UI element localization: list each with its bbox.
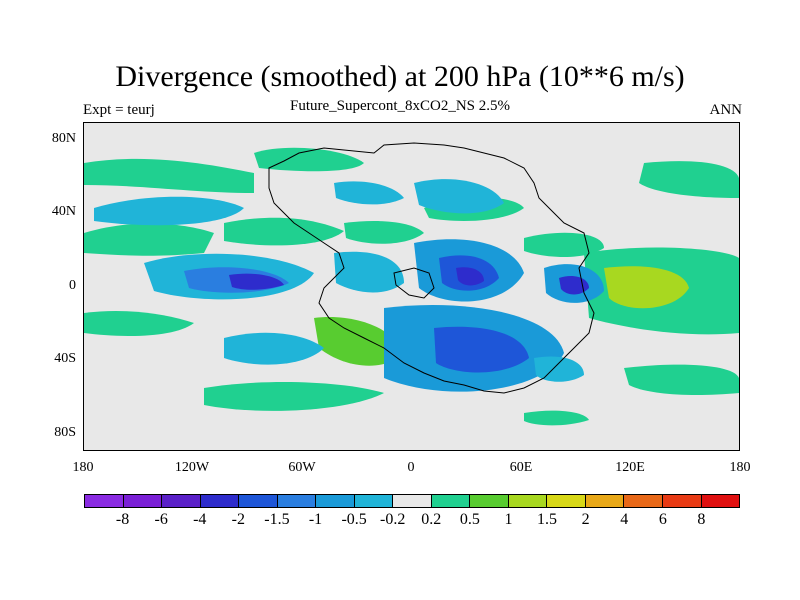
negative-region <box>224 332 324 365</box>
color-bar-swatch <box>431 495 471 507</box>
lat-tick-label: 0 <box>69 278 76 293</box>
color-bar-label: -0.2 <box>380 511 406 528</box>
lon-tick-label: 0 <box>407 460 415 475</box>
color-bar-label: 0.2 <box>421 511 442 528</box>
run-label: Future_Supercont_8xCO2_NS 2.5% <box>290 98 510 114</box>
continent-outline <box>268 142 595 394</box>
lon-tick-label: 120E <box>615 460 645 475</box>
color-bar-swatch <box>316 495 355 507</box>
color-bar-swatch <box>162 495 201 507</box>
divergence-map <box>84 142 739 426</box>
lon-tick-label: 180 <box>729 460 751 475</box>
positive-region <box>524 232 604 257</box>
color-bar-swatch <box>85 495 124 507</box>
positive-region <box>204 381 384 411</box>
color-bar-label: -6 <box>154 511 168 528</box>
negative-region <box>434 326 529 373</box>
color-bar-swatch <box>624 495 663 507</box>
color-bar-swatch <box>662 495 702 507</box>
positive-region <box>624 364 739 396</box>
color-bar-swatch <box>200 495 240 507</box>
positive-region <box>314 317 404 366</box>
color-bar-swatch <box>470 495 509 507</box>
negative-region <box>229 273 284 290</box>
experiment-label: Expt = teurj <box>83 102 155 118</box>
color-bar <box>84 494 740 508</box>
positive-region <box>254 147 364 172</box>
lat-tick-label: 40N <box>51 204 76 219</box>
negative-region <box>334 181 404 205</box>
plot-title: Divergence (smoothed) at 200 hPa (10**6 … <box>115 60 685 93</box>
positive-region <box>639 161 739 198</box>
color-bar-label: 2 <box>581 511 590 528</box>
color-bar-swatch <box>354 495 394 507</box>
color-bar-label: 6 <box>658 511 667 528</box>
contour-fills <box>84 147 739 426</box>
positive-region <box>84 223 214 256</box>
color-bar-label: -1.5 <box>264 511 290 528</box>
positive-region <box>604 266 689 309</box>
lon-tick-label: 180 <box>72 460 94 475</box>
negative-region <box>334 251 404 293</box>
color-bar-label: -1 <box>308 511 323 528</box>
color-bar-swatch <box>393 495 432 507</box>
negative-region <box>94 196 244 226</box>
lat-tick-label: 80N <box>51 131 76 146</box>
lat-tick-label: 80S <box>54 425 76 440</box>
map-panel <box>83 122 740 451</box>
lon-tick-label: 60E <box>509 460 533 475</box>
positive-region <box>524 410 589 426</box>
season-label: ANN <box>709 102 743 118</box>
color-bar-swatch <box>547 495 586 507</box>
color-bar-label: -2 <box>231 511 245 528</box>
color-bar-label: 8 <box>697 511 706 528</box>
positive-region <box>344 221 424 244</box>
color-bar-label: 1.5 <box>537 511 558 528</box>
negative-region <box>414 179 504 214</box>
color-bar-swatch <box>585 495 625 507</box>
positive-region <box>84 158 254 193</box>
positive-region <box>224 217 344 246</box>
color-bar-label: -4 <box>193 511 207 528</box>
color-bar-swatch <box>508 495 548 507</box>
color-bar-swatch <box>277 495 317 507</box>
color-bar-label: 1 <box>504 511 513 528</box>
color-bar-label: 4 <box>620 511 629 528</box>
color-bar-label: -8 <box>115 511 130 528</box>
color-bar-swatch <box>701 495 740 507</box>
color-bar-swatch <box>123 495 163 507</box>
positive-region <box>84 311 194 336</box>
color-bar-label: -0.5 <box>341 511 367 528</box>
color-bar-label: 0.5 <box>459 511 480 528</box>
lat-tick-label: 40S <box>54 351 76 366</box>
negative-region <box>534 356 584 382</box>
lon-tick-label: 120W <box>174 460 210 475</box>
color-bar-swatch <box>239 495 278 507</box>
negative-region <box>456 267 484 286</box>
lon-tick-label: 60W <box>288 460 316 475</box>
